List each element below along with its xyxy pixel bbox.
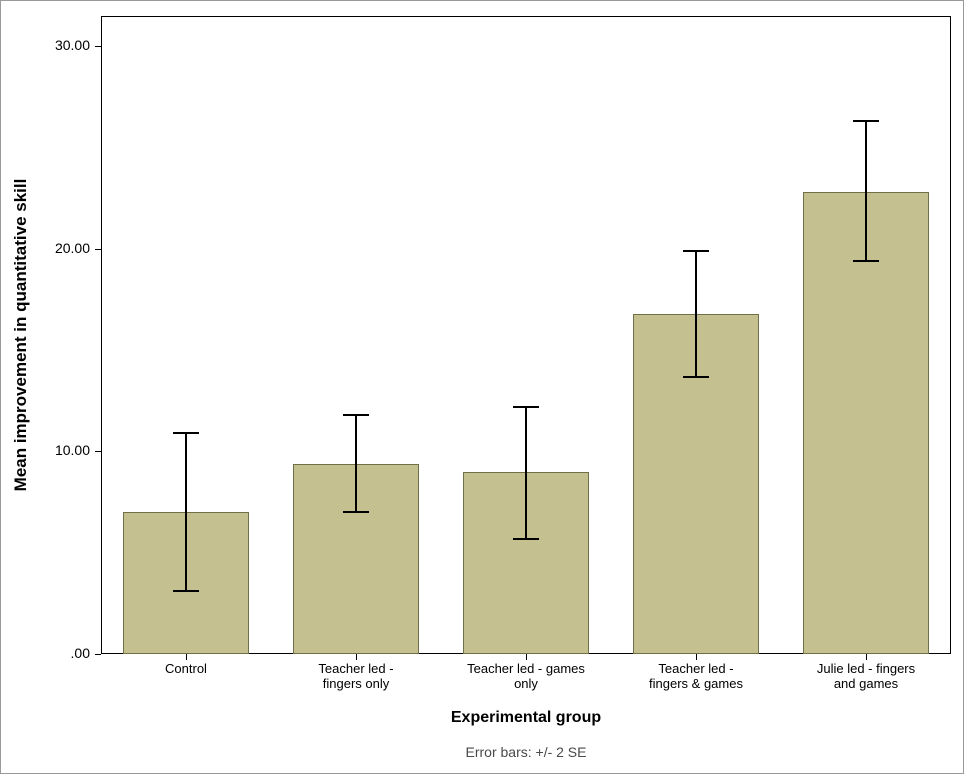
x-tick-label-line: only xyxy=(441,677,611,692)
error-bar-cap-top xyxy=(343,414,369,416)
error-bar-cap-top xyxy=(683,250,709,252)
y-tick-label: 10.00 xyxy=(35,442,90,458)
x-tick-label: Julie led - fingersand games xyxy=(781,662,951,692)
error-bar-cap-top xyxy=(513,406,539,408)
x-tick-label-line: Julie led - fingers xyxy=(781,662,951,677)
x-axis-title: Experimental group xyxy=(101,709,951,727)
x-tick-mark xyxy=(356,654,357,660)
x-tick-mark xyxy=(696,654,697,660)
y-tick-label: 30.00 xyxy=(35,37,90,53)
error-bar-cap-top xyxy=(173,432,199,434)
x-tick-label: Teacher led -fingers only xyxy=(271,662,441,692)
error-bar-cap-bottom xyxy=(173,590,199,592)
error-bar-stem xyxy=(185,433,187,591)
x-tick-label-line: Teacher led - xyxy=(271,662,441,677)
error-bar-cap-top xyxy=(853,120,879,122)
error-bar-stem xyxy=(695,251,697,377)
x-tick-mark xyxy=(866,654,867,660)
x-tick-label-line: fingers & games xyxy=(611,677,781,692)
y-tick-label: .00 xyxy=(35,645,90,661)
y-axis-title: Mean improvement in quantitative skill xyxy=(11,16,31,654)
x-tick-label: Teacher led - gamesonly xyxy=(441,662,611,692)
error-bar-stem xyxy=(525,407,527,539)
y-tick-mark xyxy=(95,451,101,452)
error-bar-cap-bottom xyxy=(343,511,369,513)
x-tick-label-line: fingers only xyxy=(271,677,441,692)
x-tick-label: Control xyxy=(101,662,271,677)
x-tick-label-line: Teacher led - games xyxy=(441,662,611,677)
y-tick-mark xyxy=(95,654,101,655)
x-tick-label: Teacher led -fingers & games xyxy=(611,662,781,692)
x-tick-label-line: and games xyxy=(781,677,951,692)
y-tick-mark xyxy=(95,249,101,250)
error-bar-stem xyxy=(355,415,357,512)
chart-figure: Mean improvement in quantitative skill E… xyxy=(0,0,964,774)
error-bar-cap-bottom xyxy=(853,260,879,262)
x-tick-mark xyxy=(186,654,187,660)
error-bar-cap-bottom xyxy=(683,376,709,378)
chart-footnote: Error bars: +/- 2 SE xyxy=(101,744,951,760)
x-tick-label-line: Teacher led - xyxy=(611,662,781,677)
error-bar-cap-bottom xyxy=(513,538,539,540)
x-tick-label-line: Control xyxy=(101,662,271,677)
y-tick-mark xyxy=(95,46,101,47)
x-tick-mark xyxy=(526,654,527,660)
error-bar-stem xyxy=(865,121,867,261)
y-tick-label: 20.00 xyxy=(35,240,90,256)
